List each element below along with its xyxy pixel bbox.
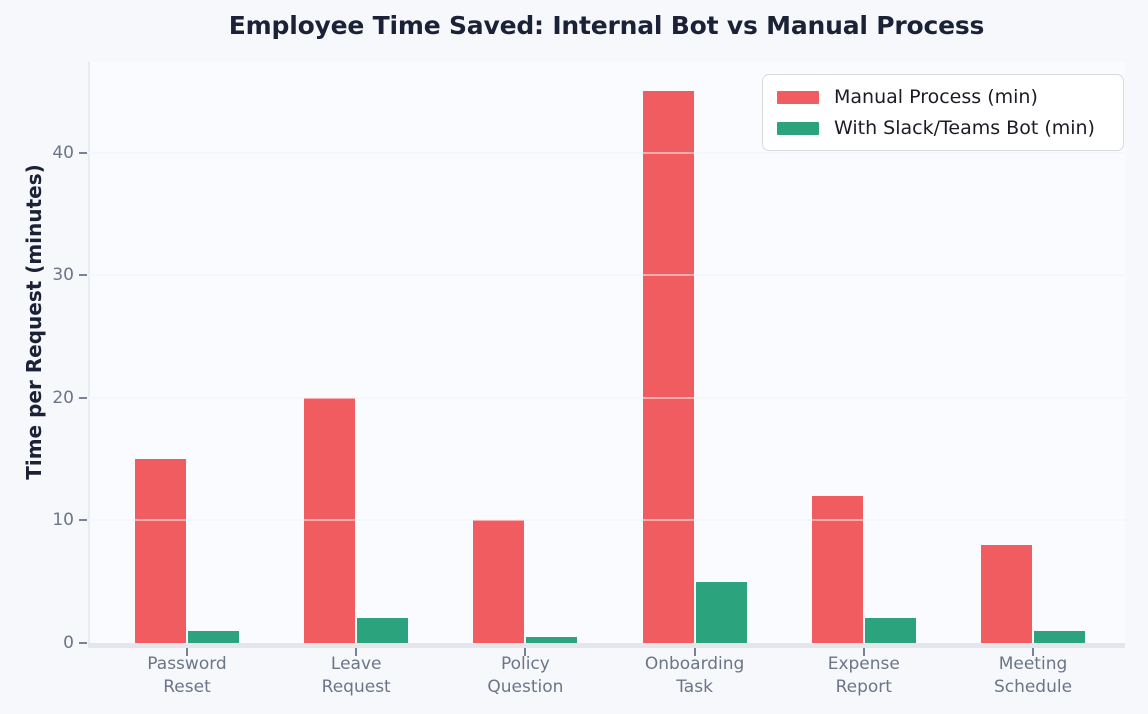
y-tick-mark — [79, 642, 87, 644]
legend-label-bot: With Slack/Teams Bot (min) — [834, 117, 1095, 139]
y-tick-mark — [79, 274, 87, 277]
bar-bot-6 — [1034, 630, 1085, 643]
legend-item-manual-process: Manual Process (min) — [777, 85, 1109, 109]
gridline-overlay — [88, 396, 1125, 399]
gridline-overlay — [88, 274, 1125, 277]
x-tick-label: Onboarding Task — [644, 654, 745, 697]
bar-bot-3 — [526, 636, 578, 643]
bar-bot-2 — [357, 618, 409, 643]
x-tick-label: Expense Report — [827, 654, 900, 697]
x-tick-mark — [186, 648, 188, 656]
y-tick-label: 40 — [52, 142, 74, 163]
bar-bot-4 — [695, 581, 747, 643]
x-tick-label: Leave Request — [321, 654, 391, 697]
chart-title: Employee Time Saved: Internal Bot vs Man… — [228, 11, 985, 40]
legend: Manual Process (min) With Slack/Teams Bot… — [762, 74, 1124, 151]
bar-manual-process-1 — [135, 459, 186, 643]
x-tick-label: Policy Question — [487, 654, 564, 697]
bar-manual-process-6 — [981, 544, 1032, 643]
x-tick-label: Meeting Schedule — [993, 654, 1073, 697]
x-tick-mark — [693, 648, 696, 656]
y-tick-label: 20 — [52, 387, 74, 408]
y-tick-label: 0 — [63, 633, 74, 653]
y-tick-mark — [79, 519, 87, 522]
x-tick-mark — [524, 648, 527, 656]
legend-item-bot: With Slack/Teams Bot (min) — [777, 116, 1109, 140]
x-axis-line — [88, 643, 1125, 648]
bar-bot-1 — [188, 630, 239, 643]
y-tick-label: 30 — [52, 265, 74, 286]
plot-area — [88, 62, 1125, 648]
bar-manual-process-3 — [473, 520, 525, 643]
bar-bot-5 — [864, 618, 916, 643]
gridline-overlay — [88, 519, 1125, 522]
x-tick-mark — [355, 648, 358, 656]
y-tick-mark — [79, 151, 87, 154]
x-tick-mark — [1032, 648, 1034, 656]
legend-swatch-bot-icon — [777, 121, 819, 135]
y-tick-mark — [79, 396, 87, 399]
x-tick-label: Password Reset — [147, 654, 227, 697]
bar-manual-process-5 — [811, 495, 863, 643]
x-tick-mark — [862, 648, 865, 656]
gridline-overlay — [88, 151, 1125, 154]
bar-manual-process-4 — [642, 91, 694, 643]
y-axis-label: Time per Request (minutes) — [22, 164, 46, 480]
y-tick-label: 10 — [52, 510, 74, 531]
legend-swatch-manual-process-icon — [777, 90, 819, 104]
y-axis-line — [88, 62, 90, 643]
legend-label-manual-process: Manual Process (min) — [834, 86, 1038, 108]
